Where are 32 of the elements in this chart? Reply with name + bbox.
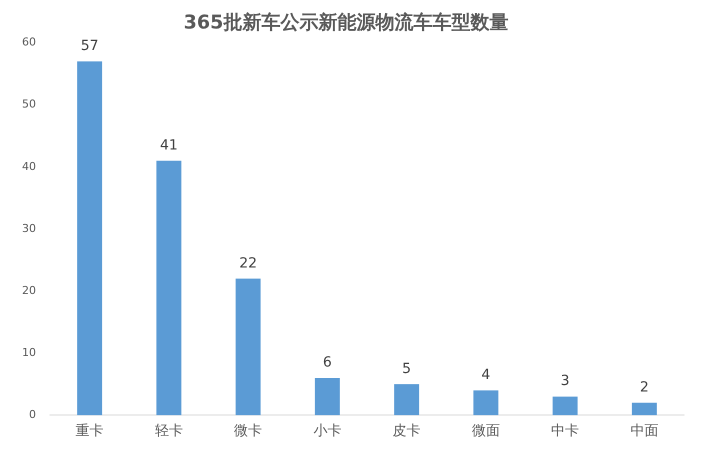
data-label: 41 (160, 137, 178, 154)
y-tick-label: 20 (22, 284, 36, 297)
data-label: 5 (402, 360, 412, 377)
x-tick-label: 微卡 (234, 423, 262, 440)
data-label: 22 (239, 255, 258, 272)
data-label: 3 (560, 373, 570, 390)
y-tick-label: 0 (28, 408, 36, 422)
bar (552, 396, 578, 416)
x-tick-label: 中卡 (551, 423, 580, 440)
x-tick-label: 轻卡 (154, 423, 183, 440)
bar (473, 390, 498, 416)
x-tick-label: 中面 (630, 423, 658, 440)
chart-title: 365批新车公示新能源物流车车型数量 (184, 11, 508, 34)
bar (394, 384, 420, 416)
y-tick-label: 50 (22, 98, 36, 111)
data-label: 57 (80, 38, 99, 54)
data-label: 4 (481, 367, 490, 384)
y-tick-label: 40 (22, 160, 36, 173)
x-tick-label: 小卡 (313, 423, 342, 440)
bar (156, 160, 182, 416)
bar (632, 402, 657, 416)
x-tick-label: 重卡 (76, 423, 104, 440)
bar (77, 61, 102, 416)
data-label: 2 (640, 379, 649, 396)
bar (314, 378, 340, 416)
y-tick-label: 60 (22, 36, 36, 49)
y-tick-label: 10 (22, 346, 36, 359)
x-tick-label: 皮卡 (392, 423, 421, 440)
x-tick-label: 微面 (472, 423, 500, 440)
y-tick-label: 30 (22, 222, 36, 235)
bar (236, 278, 261, 416)
data-label: 6 (322, 354, 332, 371)
